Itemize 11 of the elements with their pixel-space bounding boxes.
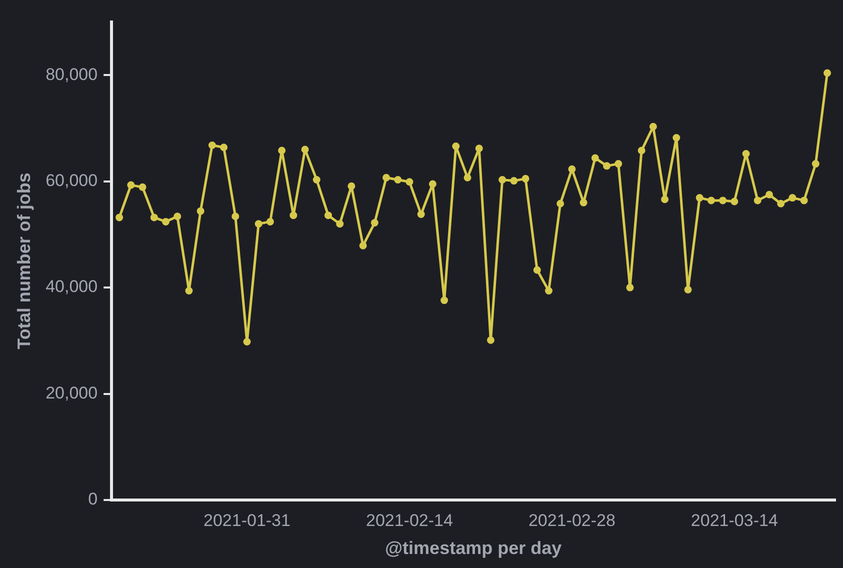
x-tick-label: 2021-02-14 bbox=[366, 510, 453, 530]
y-tick-label: 0 bbox=[88, 490, 98, 509]
y-axis-title: Total number of jobs bbox=[14, 172, 34, 350]
x-axis-title: @timestamp per day bbox=[384, 538, 562, 558]
y-tick-label: 60,000 bbox=[46, 171, 98, 190]
y-tick-label: 40,000 bbox=[46, 277, 98, 296]
x-tick-label: 2021-01-31 bbox=[204, 510, 290, 530]
y-tick-label: 20,000 bbox=[46, 383, 98, 402]
y-tick-label: 80,000 bbox=[46, 64, 98, 84]
x-tick-label: 2021-02-28 bbox=[528, 510, 616, 530]
x-tick-label: 2021-03-14 bbox=[690, 510, 778, 530]
